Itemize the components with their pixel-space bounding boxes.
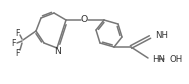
Text: F: F — [11, 38, 15, 47]
Text: OH: OH — [170, 55, 183, 64]
Text: F: F — [15, 48, 19, 58]
Text: O: O — [80, 16, 88, 25]
Text: HN: HN — [152, 55, 165, 64]
Text: NH: NH — [155, 32, 168, 40]
Text: N: N — [55, 47, 61, 56]
Text: F: F — [15, 28, 19, 37]
